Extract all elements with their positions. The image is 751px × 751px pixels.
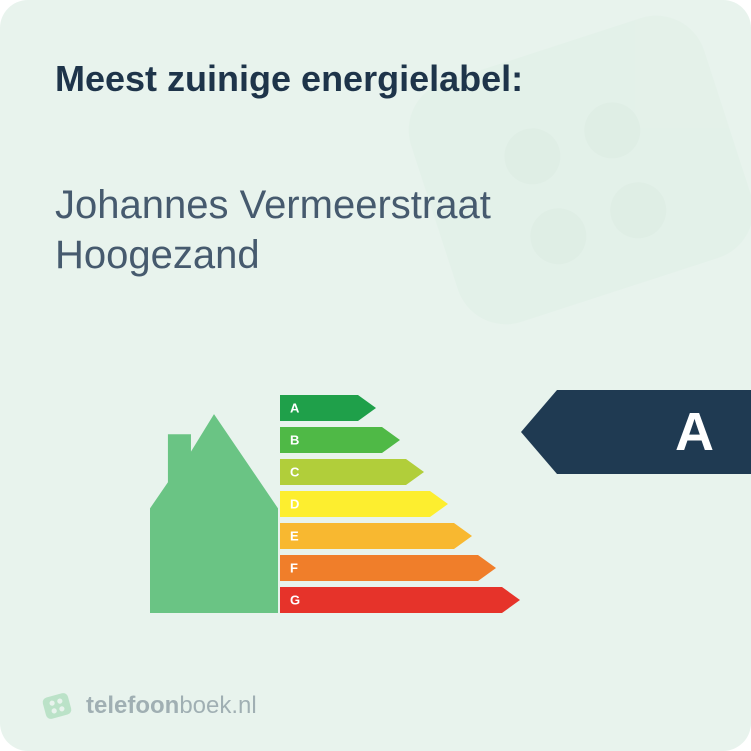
address-line-1: Johannes Vermeerstraat [55, 180, 491, 230]
energy-label-chart: A B C D E F G [150, 395, 570, 645]
rating-pointer: A [521, 390, 751, 474]
energy-bar-label-g: G [290, 593, 300, 608]
energy-bar-f [280, 555, 496, 581]
brand-tld: .nl [231, 692, 256, 719]
brand-icon [40, 689, 74, 723]
footer-brand: telefoonboek.nl [40, 689, 257, 723]
brand-bold: telefoon [86, 692, 179, 719]
address-line-2: Hoogezand [55, 230, 491, 280]
energy-bar-label-c: C [290, 465, 300, 480]
rating-pointer-shape [521, 390, 751, 474]
brand-thin: boek [179, 692, 231, 719]
energy-bar-c [280, 459, 424, 485]
energy-bar-e [280, 523, 472, 549]
address-block: Johannes Vermeerstraat Hoogezand [55, 180, 491, 280]
energy-bar-label-f: F [290, 561, 298, 576]
energy-bar-label-d: D [290, 497, 299, 512]
rating-letter: A [675, 401, 715, 463]
card-title: Meest zuinige energielabel: [55, 58, 523, 100]
energy-bar-label-a: A [290, 401, 300, 416]
energy-bar-d [280, 491, 448, 517]
energy-card: Meest zuinige energielabel: Johannes Ver… [0, 0, 751, 751]
energy-bar-label-e: E [290, 529, 299, 544]
house-icon [150, 414, 278, 613]
brand-text: telefoonboek.nl [86, 692, 257, 720]
energy-bar-g [280, 587, 520, 613]
energy-bar-label-b: B [290, 433, 299, 448]
